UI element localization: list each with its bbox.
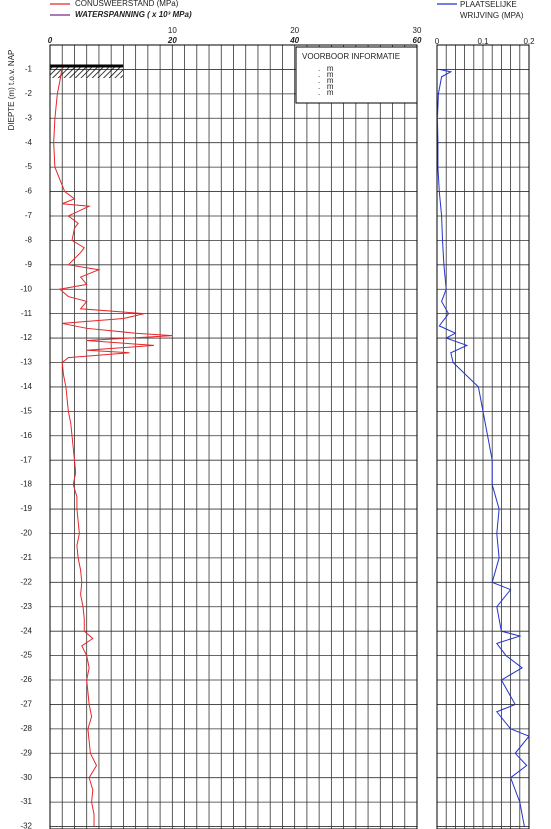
y-tick-label: -6 (25, 187, 33, 196)
y-tick-label: -3 (25, 113, 33, 122)
y-tick-label: -27 (20, 700, 32, 709)
y-tick-label: -14 (20, 382, 32, 391)
y-tick-label: -9 (25, 260, 33, 269)
y-tick-label: -4 (25, 138, 33, 147)
x-tick-label: 0.2 (523, 37, 535, 46)
y-tick-label: -15 (20, 406, 32, 415)
info-box-row: . m (318, 88, 334, 97)
plot-frame (436, 44, 530, 829)
y-tick-label: -2 (25, 89, 33, 98)
y-tick-label: -29 (20, 748, 32, 757)
y-tick-label: -31 (20, 797, 32, 806)
info-box (295, 46, 418, 104)
x2-tick-label: 40 (289, 36, 299, 45)
y-tick-label: -24 (20, 626, 32, 635)
legend-label: WRIJVING (MPA) (460, 11, 524, 20)
info-box-row: . m (318, 70, 334, 79)
y-tick-label: -11 (21, 309, 33, 318)
x2-tick-label: 0 (48, 36, 53, 45)
y-tick-label: -30 (20, 773, 32, 782)
y-tick-label: -13 (20, 358, 32, 367)
y-tick-label: -25 (20, 651, 32, 660)
y-tick-label: -8 (25, 235, 33, 244)
y-tick-label: -12 (20, 333, 32, 342)
y-tick-label: -22 (20, 577, 32, 586)
y-tick-label: -21 (20, 553, 32, 562)
y-tick-label: -18 (20, 480, 32, 489)
y-tick-label: -19 (20, 504, 32, 513)
data-line (53, 66, 173, 827)
legend-label: CONUSWEERSTAND (MPa) (75, 0, 179, 8)
y-tick-label: -1 (25, 65, 33, 74)
plot-frame (49, 44, 418, 829)
legend-label: PLAATSELIJKE (460, 0, 517, 9)
x-tick-label: 0.1 (477, 37, 489, 46)
x-tick-label: 0 (435, 37, 440, 46)
info-box-row: . m (318, 82, 334, 91)
hatch-block (50, 65, 123, 78)
y-tick-label: -32 (20, 822, 32, 829)
x-tick-label: 30 (413, 26, 422, 35)
y-tick-label: -5 (25, 162, 33, 171)
y-axis-title: DIEPTE (m) t.o.v. NAP (7, 50, 16, 131)
x-tick-label: 20 (290, 26, 299, 35)
y-tick-label: -17 (20, 455, 32, 464)
info-box-title: VOORBOOR INFORMATIE (302, 52, 400, 61)
y-tick-label: -26 (20, 675, 32, 684)
y-tick-label: -10 (20, 284, 32, 293)
y-tick-label: -7 (25, 211, 33, 220)
x2-tick-label: 60 (413, 36, 422, 45)
info-box-row: . m (318, 76, 334, 85)
data-line (436, 68, 530, 827)
info-box-row: . m (318, 64, 334, 73)
y-tick-label: -28 (20, 724, 32, 733)
x2-tick-label: 20 (167, 36, 177, 45)
legend-label: WATERSPANNING ( x 10³ MPa) (75, 10, 192, 19)
y-tick-label: -20 (20, 529, 32, 538)
y-tick-label: -23 (20, 602, 32, 611)
x-tick-label: 10 (168, 26, 177, 35)
y-tick-label: -16 (20, 431, 32, 440)
